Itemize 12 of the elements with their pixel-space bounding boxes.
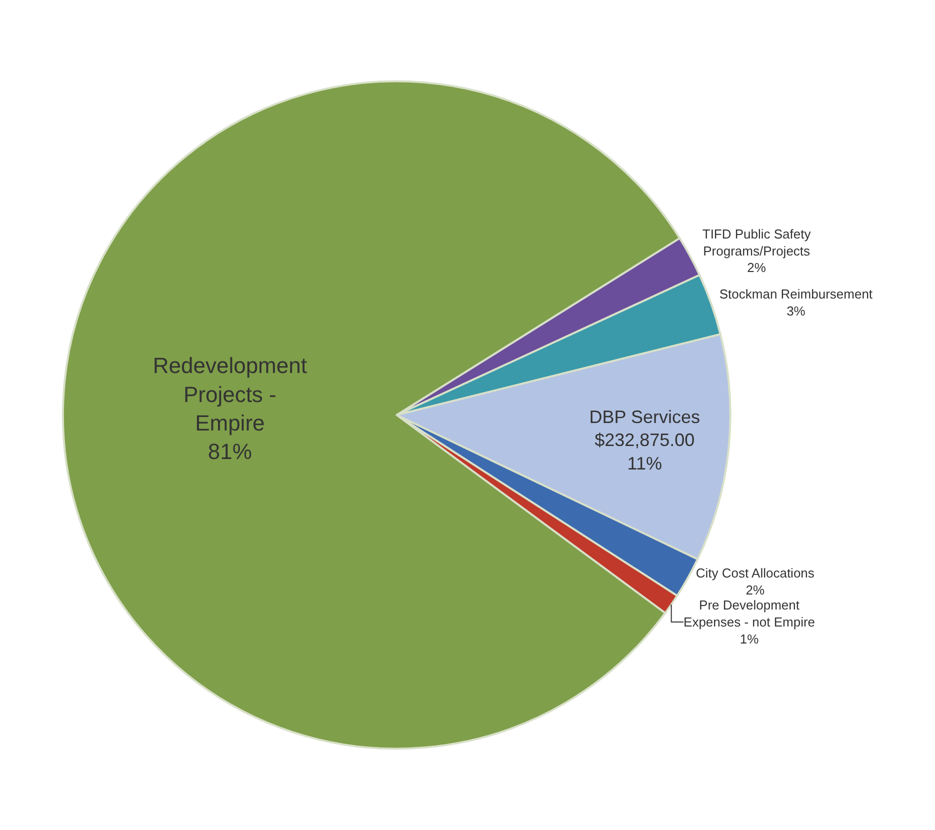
slice-label: Stockman Reimbursement [719, 286, 873, 302]
data-label: 2% [746, 582, 765, 598]
data-label: 81% [208, 438, 252, 464]
slice-label: TIFD Public Safety Programs/Projects [702, 226, 812, 258]
data-label: $232,875.00 11% [594, 430, 695, 474]
slice-label: Redevelopment Projects - Empire [152, 353, 307, 436]
slice-label: City Cost Allocations [696, 566, 815, 581]
data-label: 1% [740, 631, 760, 646]
data-label: 2% [747, 260, 766, 276]
slice-label: Pre Development Expenses - not Empire [684, 598, 816, 630]
slice-label: DBP Services [589, 406, 700, 427]
data-label: 3% [786, 303, 806, 318]
